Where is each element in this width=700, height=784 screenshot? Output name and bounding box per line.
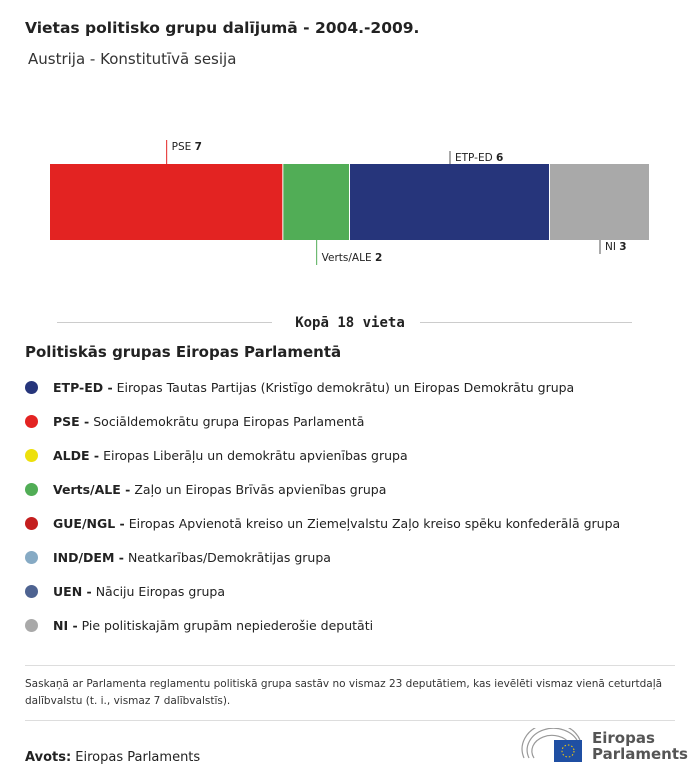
legend-desc: Eiropas Tautas Partijas (Kristīgo demokr… [116, 379, 575, 395]
total-seats: Kopā 18 vieta [0, 312, 700, 331]
legend-abbr: IND/DEM - [53, 549, 124, 565]
legend-desc: Zaļo un Eiropas Brīvās apvienības grupa [134, 481, 387, 497]
legend-dot-icon [25, 584, 38, 598]
source-label: Avots: [25, 750, 72, 765]
legend-desc: Pie politiskajām grupām nepiederošie dep… [81, 617, 374, 633]
logo-text-2: Parlaments [592, 745, 688, 763]
legend-abbr: NI - [53, 617, 78, 633]
ep-logo: Eiropas Parlaments [520, 728, 688, 764]
legend-desc: Sociāldemokrātu grupa Eiropas Parlamentā [93, 413, 365, 429]
chart-title: Vietas politisko grupu dalījumā - 2004.-… [25, 19, 420, 37]
legend-dot-icon [25, 550, 38, 564]
legend-abbr: PSE - [53, 413, 90, 429]
legend-desc: Eiropas Liberāļu un demokrātu apvienības… [103, 447, 408, 463]
bar-segment-vertsale [283, 164, 349, 240]
legend-abbr: GUE/NGL - [53, 515, 125, 531]
legend-abbr: ALDE - [53, 447, 100, 463]
legend-item: ALDE - Eiropas Liberāļu un demokrātu apvi… [25, 438, 620, 472]
source: Avots: Eiropas Parlaments [25, 750, 200, 765]
legend-dot-icon [25, 516, 38, 530]
seat-bar-chart: PSE 7 Verts/ALE 2 ETP-ED 6 NI 3 [50, 140, 649, 265]
total-label: Kopā 18 vieta [285, 315, 415, 331]
legend-dot-icon [25, 618, 38, 632]
legend-item: IND/DEM - Neatkarības/Demokrātijas grupa [25, 540, 620, 574]
legend-dot-icon [25, 482, 38, 496]
source-value: Eiropas Parlaments [75, 750, 201, 765]
legend-item: Verts/ALE - Zaļo un Eiropas Brīvās apvien… [25, 472, 620, 506]
legend-desc: Eiropas Apvienotā kreiso un Ziemeļvalstu… [128, 515, 621, 531]
legend: ETP-ED - Eiropas Tautas Partijas (Kristīg… [25, 370, 620, 642]
bar-segment-ni [550, 164, 649, 240]
data-label: Verts/ALE 2 [322, 252, 383, 264]
legend-abbr: ETP-ED - [53, 379, 113, 395]
legend-abbr: Verts/ALE - [53, 481, 131, 497]
data-label: ETP-ED 6 [455, 152, 503, 164]
legend-item: ETP-ED - Eiropas Tautas Partijas (Kristīg… [25, 370, 620, 404]
chart-subtitle: Austrija - Konstitutīvā sesija [28, 50, 237, 68]
legend-dot-icon [25, 448, 38, 462]
bar-segment-etped [350, 164, 549, 240]
legend-desc: Nāciju Eiropas grupa [95, 583, 225, 599]
legend-title: Politiskās grupas Eiropas Parlamentā [25, 343, 342, 361]
legend-abbr: UEN - [53, 583, 92, 599]
data-label: NI 3 [605, 241, 627, 253]
legend-item: GUE/NGL - Eiropas Apvienotā kreiso un Zie… [25, 506, 620, 540]
data-label: PSE 7 [172, 141, 202, 153]
legend-item: UEN - Nāciju Eiropas grupa [25, 574, 620, 608]
legend-dot-icon [25, 380, 38, 394]
parliament-logo-icon [521, 728, 582, 762]
legend-item: PSE - Sociāldemokrātu grupa Eiropas Parla… [25, 404, 620, 438]
legend-desc: Neatkarības/Demokrātijas grupa [127, 549, 331, 565]
legend-item: NI - Pie politiskajām grupām nepiederošie… [25, 608, 620, 642]
legend-dot-icon [25, 414, 38, 428]
bar-segment-pse [50, 164, 283, 240]
logo-text-1: Eiropas [592, 729, 655, 747]
footnote: Saskaņā ar Parlamenta reglamentu politis… [25, 665, 675, 721]
